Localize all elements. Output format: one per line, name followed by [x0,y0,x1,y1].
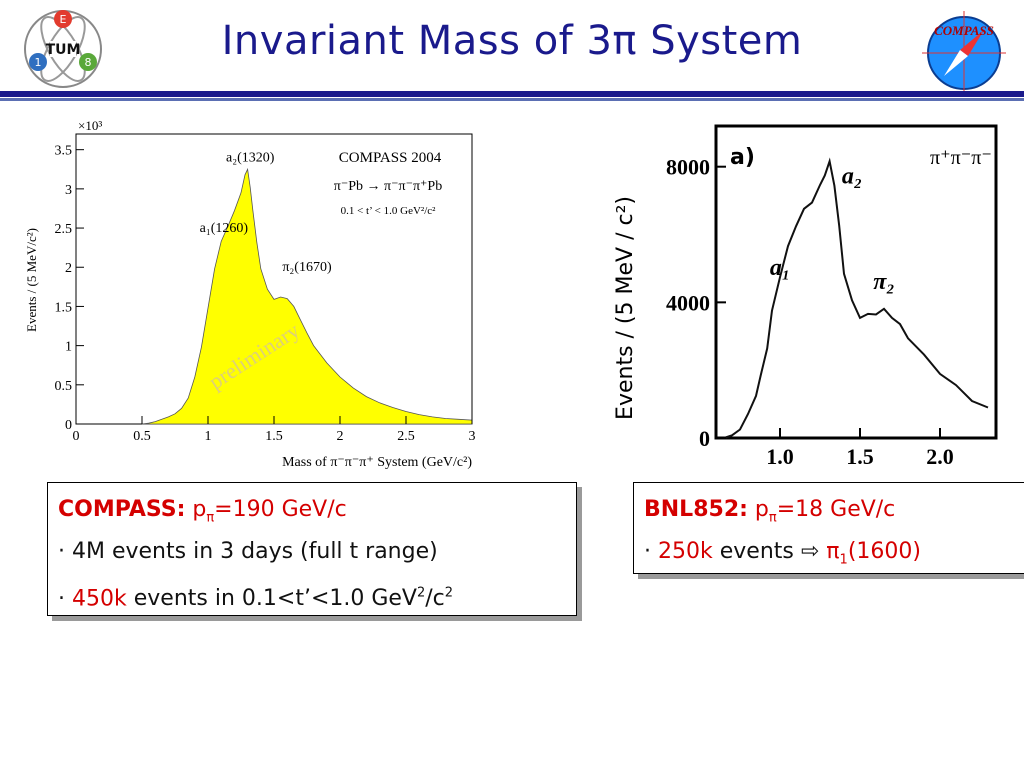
y-tick-label: 3 [65,183,72,198]
x-tick-label: 1 [205,429,212,444]
resonance-label: a₂(1320) [226,150,275,165]
y-tick-label: 1 [65,340,72,355]
unit-exponent: 2 [444,586,454,601]
y-tick-label: 1.5 [55,300,73,315]
bullet: · [58,539,65,564]
x-tick-label: 1.0 [766,444,794,469]
beam-momentum: =190 GeV/c [214,497,347,522]
logo-letter-tum: TUM [46,42,81,58]
x-axis-ticks: 0 0.5 1 1.5 2 2.5 3 [73,416,476,444]
arrow-icon: ⇨ [800,539,820,564]
beam-symbol: p [192,497,207,522]
y-axis-ticks: 0 0.5 1 1.5 2 2.5 3 3.5 [55,144,84,433]
bnl-events-word: events [719,539,794,564]
y-tick-label: 3.5 [55,144,73,159]
beam-momentum: =18 GeV/c [776,497,896,522]
compass-mass-spectrum-chart: 0 0.5 1 1.5 2 2.5 3 00.511.522.533.5 a₂(1320)a… [24,118,476,470]
mass-distribution-area [141,167,473,425]
bnl-info-box: BNL852: pπ=18 GeV/c · 250k events ⇨ π1(1… [633,482,1024,574]
bnl-events-count: 250k [658,539,713,564]
resonance-label: a₁ [770,255,790,281]
resonance-label: a₂ [842,164,862,190]
y-exponent: ×10³ [78,118,102,133]
x-axis-ticks: 1.0 1.5 2.0 [766,428,954,469]
bnl-state: π1(1600) [826,539,921,568]
logo-letter-e: E [60,13,67,26]
compass-tcut-text: events in 0.1<t’<1.0 GeV2/c2 [134,586,453,611]
chart-title: COMPASS 2004 [339,150,442,166]
resonance-label: a₁(1260) [200,221,249,236]
x-tick-label: 2 [337,429,344,444]
resonance-label: π₂(1670) [282,260,332,275]
bnl-events-line: · 250k events ⇨ π1(1600) [644,531,1014,573]
x-tick-label: 2.0 [926,444,954,469]
compass-logo: COMPASS [918,8,1010,94]
state-mass: (1600) [847,539,921,564]
bullet: · [58,586,65,612]
y-tick-label: 2 [65,261,72,276]
compass-tcut-line: · 450k events in 0.1<t’<1.0 GeV2/c2 [58,573,566,615]
unit-exponent: 2 [416,586,426,601]
x-tick-label: 2.5 [397,429,415,444]
compass-tcut-count: 450k [72,586,127,612]
compass-beam-line: COMPASS: pπ=190 GeV/c [58,489,566,531]
reaction-label: π⁻Pb → π⁻π⁻π⁺Pb [334,179,442,194]
x-tick-label: 1.5 [846,444,874,469]
bnl-label: BNL852: [644,497,748,522]
y-tick-label: 2.5 [55,222,73,237]
tum-atom-logo: E TUM 1 8 [24,10,102,88]
resonance-labels: a₂(1320) a₁(1260) π₂(1670) [200,150,332,275]
y-tick-label: 4000 [666,290,710,315]
tcut-range: events in 0.1<t’<1.0 GeV [133,586,417,612]
bnl-beam: pπ=18 GeV/c [754,497,896,526]
y-tick-label: 0 [699,426,710,451]
channel-label: π⁺π⁻π⁻ [930,147,992,169]
y-tick-label: 8000 [666,155,710,180]
x-tick-label: 3 [469,429,476,444]
bullet: · [644,539,651,564]
bnl-beam-line: BNL852: pπ=18 GeV/c [644,489,1014,531]
resonance-labels: a₂ a₁ π₂ [770,164,895,295]
panel-label: a) [730,145,755,170]
compass-events-text: 4M events in 3 days (full t range) [72,539,438,564]
state-subscript: 1 [839,552,848,568]
t-cut-label: 0.1 < t’ < 1.0 GeV²/c² [341,205,437,217]
tum-logo: E TUM 1 8 [22,8,104,90]
title-rule-thin [0,98,1024,101]
unit-denominator: /c [425,586,445,612]
beam-symbol: p [754,497,769,522]
title-rule [0,91,1024,97]
x-tick-label: 0.5 [133,429,151,444]
compass-info-box: COMPASS: pπ=190 GeV/c · 4M events in 3 d… [47,482,577,616]
plot-frame [714,124,998,440]
compass-logo-label: COMPASS [934,23,994,38]
slide-title: Invariant Mass of 3π System [221,18,803,64]
compass-events-line: · 4M events in 3 days (full t range) [58,531,566,573]
compass-beam: pπ=190 GeV/c [192,497,347,526]
y-axis-label: Events / (5 MeV/c²) [24,228,39,332]
x-axis-label: Mass of π⁻π⁻π⁺ System (GeV/c²) [282,455,472,470]
bnl852-mass-spectrum-chart: 1.0 1.5 2.0 0 4000 8000 a₂ a₁ π₂ a) π⁺π⁻π⁻ Eve… [613,124,998,469]
mass-distribution-line [723,157,989,439]
logo-letter-1: 1 [35,56,42,69]
x-tick-label: 0 [73,429,80,444]
beam-subscript: π [206,510,215,526]
compass-label: COMPASS: [58,497,186,522]
resonance-label: π₂ [873,269,894,295]
state-symbol: π [826,539,840,564]
compass-rose-logo: COMPASS [922,11,1006,93]
x-tick-label: 1.5 [265,429,283,444]
y-tick-label: 0 [65,418,72,433]
y-tick-label: 0.5 [55,379,73,394]
logo-letter-8: 8 [85,56,92,69]
y-axis-ticks: 0 4000 8000 [666,155,726,451]
beam-subscript: π [768,510,777,526]
y-axis-label: Events / (5 MeV / c²) [613,196,638,420]
